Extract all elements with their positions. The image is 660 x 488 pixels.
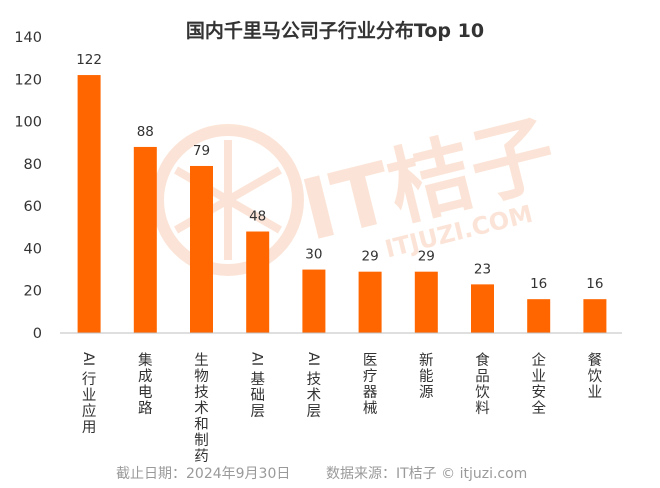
x-category-label-part: AI [80, 352, 96, 366]
y-axis: 0 20 40 60 80 100 120 140 [14, 30, 42, 342]
data-label: 48 [249, 209, 266, 225]
bar [583, 299, 607, 333]
footer-source: 数据来源：IT桔子 © itjuzi.com [326, 466, 527, 482]
x-category-label-part: 应 [82, 402, 97, 420]
x-category-label-part: 饮 [588, 368, 603, 385]
x-category-label-part: 用 [82, 420, 97, 436]
bar [77, 75, 101, 334]
x-category-label-part: 餐 [588, 352, 603, 369]
data-label: 29 [362, 249, 379, 265]
x-category-label-part: 品 [475, 368, 490, 385]
x-category-label-part: 料 [475, 400, 490, 417]
data-label: 88 [137, 124, 154, 140]
y-tick-label: 60 [24, 199, 42, 215]
x-category-label-part: 层 [307, 404, 322, 420]
x-category-label-part: 术 [194, 400, 209, 417]
x-category-label-part: 生 [194, 352, 209, 369]
x-category-label-part: 电 [138, 384, 153, 401]
data-label: 79 [193, 143, 210, 159]
x-category-label-part: 行 [82, 371, 97, 388]
data-label: 29 [418, 249, 435, 265]
y-tick-label: 100 [14, 115, 42, 131]
x-category-label: AI 技术层 [305, 352, 321, 420]
bar [358, 271, 382, 333]
data-label: 30 [305, 247, 322, 263]
x-category-label: 新能源 [419, 352, 434, 401]
x-category-label-part: 械 [363, 400, 378, 417]
x-category-label: 餐饮业 [588, 352, 603, 401]
bars [77, 75, 607, 334]
data-label: 23 [474, 261, 491, 277]
bar [133, 146, 157, 333]
y-tick-label: 140 [14, 30, 42, 46]
x-category-label-part: 食 [475, 352, 490, 369]
data-label: 16 [586, 276, 603, 292]
y-tick-label: 80 [24, 157, 42, 173]
x-category-labels: AI行业应用集成电路生物技术和制药AI基础层AI技术层医疗器械新能源食品饮料企业… [80, 351, 603, 465]
x-category-label-part: 基 [250, 371, 265, 388]
x-category-label-part: 全 [531, 399, 546, 417]
x-category-label-part: 制 [194, 432, 209, 449]
footer-date: 截止日期：2024年9月30日 [116, 466, 290, 482]
x-category-label-part: 物 [194, 368, 209, 385]
data-labels: 122 88 79 48 30 29 29 23 16 16 [76, 52, 603, 292]
watermark: IT桔子 ITJUZI.COM [152, 103, 565, 276]
x-category-label-part: 业 [82, 387, 97, 404]
bar [246, 231, 270, 333]
x-category-label-part: 和 [194, 416, 209, 433]
x-category-label-part: 层 [250, 404, 265, 420]
x-category-label-part: 新 [419, 352, 434, 369]
x-category-label-part: 饮 [475, 384, 490, 401]
bar [471, 284, 494, 333]
y-tick-label: 20 [24, 284, 42, 300]
y-tick-label: 40 [24, 241, 42, 257]
y-tick-label: 0 [33, 326, 42, 342]
x-category-label-part: AI [249, 352, 265, 366]
data-label: 122 [76, 52, 102, 68]
x-category-label-part: 技 [307, 371, 322, 388]
x-category-label-part: 路 [138, 400, 153, 417]
x-category-label-part: 疗 [363, 368, 378, 385]
bar [527, 299, 551, 333]
x-category-label-part: 医 [363, 353, 378, 369]
orange-slice-icon [152, 124, 304, 276]
x-category-label-part: AI [305, 352, 321, 366]
y-tick-label: 120 [14, 72, 42, 88]
chart-title: 国内千里马公司子行业分布Top 10 [186, 19, 484, 42]
x-category-label-part: 业 [531, 368, 546, 385]
x-category-label-part: 器 [363, 385, 378, 401]
x-category-label-part: 技 [194, 384, 209, 401]
bar [414, 271, 438, 333]
x-category-label-part: 术 [307, 387, 322, 404]
x-category-label-part: 业 [588, 384, 603, 401]
x-category-label-part: 能 [419, 368, 434, 385]
x-category-label-part: 药 [194, 448, 209, 465]
bar [302, 269, 326, 333]
data-label: 16 [530, 276, 547, 292]
x-category-label-part: 成 [138, 368, 153, 385]
bar [190, 165, 213, 333]
x-category-label-part: 础 [250, 387, 265, 404]
x-category-label-part: 集 [138, 352, 153, 369]
x-category-label: AI 基础层 [249, 352, 266, 420]
x-category-label-part: 安 [531, 384, 546, 401]
x-category-label-part: 源 [419, 384, 434, 401]
x-category-label-part: 企 [531, 351, 546, 369]
